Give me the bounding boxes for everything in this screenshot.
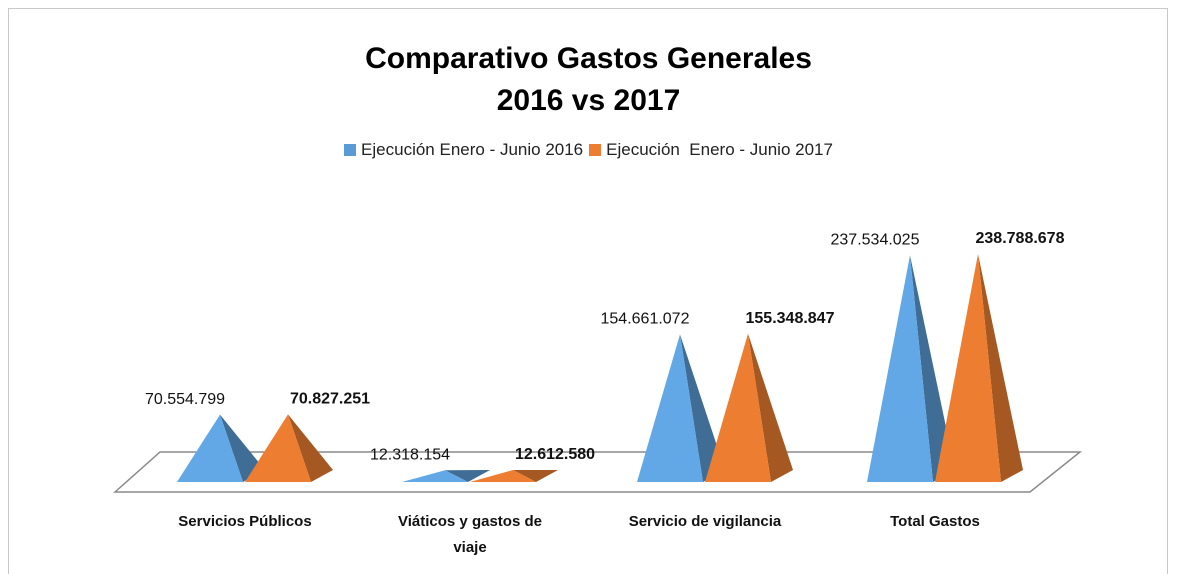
pyramid-front xyxy=(177,414,243,482)
pyramid xyxy=(402,470,490,482)
floor xyxy=(113,451,1083,493)
pyramid-front xyxy=(705,333,771,482)
pyramid-front xyxy=(245,414,311,482)
data-label: 238.788.678 xyxy=(976,230,1065,247)
pyramid xyxy=(470,469,558,482)
chart-border xyxy=(8,8,1168,574)
pyramid-front xyxy=(935,254,1001,482)
legend: Ejecución Enero - Junio 2016 Ejecución En… xyxy=(0,140,1177,160)
data-label: 70.827.251 xyxy=(290,391,370,408)
pyramid-side xyxy=(288,414,333,482)
x-tick-label: Viáticos y gastos de viaje xyxy=(398,513,542,556)
legend-item: Ejecución Enero - Junio 2017 xyxy=(589,140,833,160)
x-tick-label: Servicios Públicos xyxy=(178,513,312,530)
pyramid-side xyxy=(513,469,558,482)
pyramid xyxy=(637,334,725,482)
pyramid-front xyxy=(867,255,933,482)
pyramid-front xyxy=(637,334,703,482)
legend-label: Ejecución Enero - Junio 2016 xyxy=(361,140,584,159)
pyramid-side xyxy=(978,254,1023,482)
data-label: 70.554.799 xyxy=(145,391,225,408)
pyramid-side xyxy=(910,255,955,482)
chart-title: Comparativo Gastos Generales 2016 vs 201… xyxy=(365,42,812,117)
data-label: 154.661.072 xyxy=(601,311,690,328)
pyramid-side xyxy=(445,470,490,482)
pyramid-front xyxy=(470,469,536,482)
pyramid-side xyxy=(220,414,265,482)
legend-swatch xyxy=(344,144,357,156)
pyramid-front xyxy=(402,470,468,482)
legend-item: Ejecución Enero - Junio 2016 xyxy=(344,140,583,160)
x-tick-label: Servicio de vigilancia xyxy=(628,513,782,530)
data-label: 155.348.847 xyxy=(746,310,835,327)
pyramid xyxy=(245,414,333,482)
pyramid xyxy=(177,414,265,482)
pyramid-side xyxy=(748,333,793,482)
data-label: 12.318.154 xyxy=(370,446,450,463)
pyramid xyxy=(705,333,793,482)
pyramid-side xyxy=(680,334,725,482)
pyramid xyxy=(867,255,955,482)
legend-label: Ejecución Enero - Junio 2017 xyxy=(606,140,833,159)
pyramid xyxy=(935,254,1023,482)
data-label: 12.612.580 xyxy=(515,446,595,463)
x-tick-label: Total Gastos xyxy=(890,513,980,530)
legend-swatch xyxy=(589,144,602,156)
data-label: 237.534.025 xyxy=(831,231,920,248)
